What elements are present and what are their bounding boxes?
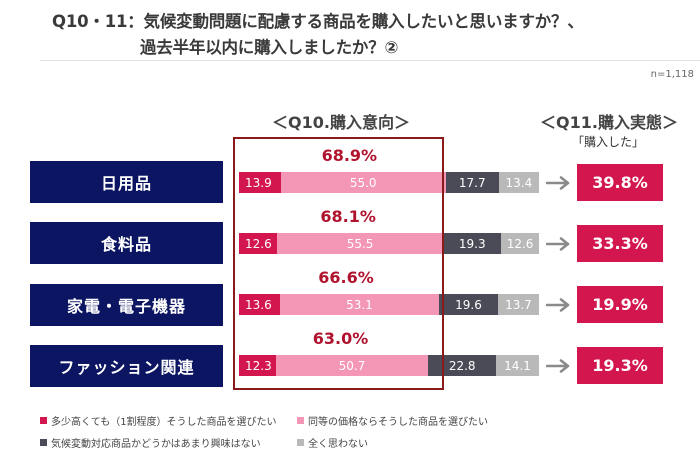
data-label: 13.6: [245, 297, 272, 312]
stacked-bar: 12.3 50.7 22.8 14.1: [239, 355, 539, 376]
title-divider: [40, 60, 700, 61]
data-label: 12.3: [245, 358, 272, 373]
legend-item: 全く思わない: [297, 435, 368, 450]
bar-segment: 55.5: [276, 233, 444, 254]
bar-segment: 14.1: [496, 355, 539, 376]
q11-subheading: 「購入した」: [572, 135, 645, 149]
data-label: 55.5: [346, 236, 374, 251]
intent-total-label: 68.9%: [321, 146, 378, 165]
legend-swatch: [40, 417, 47, 424]
legend-item: 気候変動対応商品かどうかはあまり興味はない: [40, 435, 261, 450]
arrow-right-icon: [546, 176, 570, 190]
data-label: 13.4: [505, 175, 533, 190]
sample-size-note: n=1,118: [650, 69, 694, 80]
stacked-bar: 13.6 53.1 19.6 13.7: [239, 294, 539, 315]
bar-segment: 19.3: [443, 233, 502, 254]
arrow-right-icon: [546, 298, 570, 312]
data-label: 19.3: [458, 236, 486, 251]
intent-total-label: 66.6%: [318, 268, 374, 287]
purchase-rate-box: 19.3%: [577, 347, 663, 384]
legend-label: 同等の価格ならそうした商品を選びたい: [308, 417, 488, 428]
data-label: 22.8: [448, 358, 476, 373]
purchase-rate-box: 19.9%: [577, 286, 663, 323]
data-label: 12.6: [506, 236, 534, 251]
legend-label: 全く思わない: [308, 439, 368, 450]
bar-segment: 19.6: [439, 294, 498, 315]
bar-segment: 13.4: [498, 172, 539, 193]
purchase-rate-box: 33.3%: [577, 225, 663, 262]
arrow-right-icon: [546, 237, 570, 251]
bar-segment: 17.7: [445, 172, 499, 193]
data-label: 17.7: [458, 175, 486, 190]
purchase-rate-box: 39.8%: [577, 164, 663, 201]
bar-segment: 12.6: [501, 233, 539, 254]
legend-item: 多少高くても（1割程度）そうした商品を選びたい: [40, 413, 277, 428]
bar-segment: 13.6: [239, 294, 280, 315]
arrow-right-icon: [546, 359, 570, 373]
legend-swatch: [40, 439, 47, 446]
bar-segment: 22.8: [428, 355, 497, 376]
legend-label: 気候変動対応商品かどうかはあまり興味はない: [51, 439, 261, 450]
data-label: 13.9: [245, 175, 272, 190]
page-title-line-2: 過去半年以内に購入しましたか？②: [140, 38, 399, 57]
stacked-bar: 12.6 55.5 19.3 12.6: [239, 233, 539, 254]
bar-segment: 13.9: [239, 172, 281, 193]
data-label: 13.7: [505, 297, 532, 312]
data-label: 14.1: [504, 358, 531, 373]
bar-segment: 53.1: [279, 294, 440, 315]
category-label: 食料品: [30, 222, 223, 264]
data-label: 55.0: [349, 175, 377, 190]
intent-total-label: 63.0%: [312, 329, 369, 348]
data-label: 53.1: [346, 297, 373, 312]
bar-segment: 12.6: [239, 233, 277, 254]
legend-item: 同等の価格ならそうした商品を選びたい: [297, 413, 488, 428]
legend-swatch: [297, 439, 304, 446]
category-label: 日用品: [30, 161, 223, 203]
data-label: 50.7: [338, 358, 366, 373]
category-label: 家電・電子機器: [30, 284, 223, 326]
stacked-bar: 13.9 55.0 17.7 13.4: [239, 172, 539, 193]
bar-segment: 55.0: [280, 172, 446, 193]
category-label: ファッション関連: [30, 345, 223, 387]
legend-swatch: [297, 417, 304, 424]
q10-heading: ＜Q10.購入意向＞: [272, 113, 410, 132]
bar-segment: 12.3: [239, 355, 276, 376]
data-label: 12.6: [245, 236, 272, 251]
intent-total-label: 68.1%: [320, 207, 376, 226]
page-title: Q10・11：気候変動問題に配慮する商品を購入したいと思いますか？、: [52, 12, 584, 31]
bar-segment: 50.7: [275, 355, 428, 376]
data-label: 19.6: [455, 297, 482, 312]
q11-heading: ＜Q11.購入実態＞: [540, 113, 678, 132]
bar-segment: 13.7: [497, 294, 539, 315]
legend-label: 多少高くても（1割程度）そうした商品を選びたい: [51, 417, 277, 428]
